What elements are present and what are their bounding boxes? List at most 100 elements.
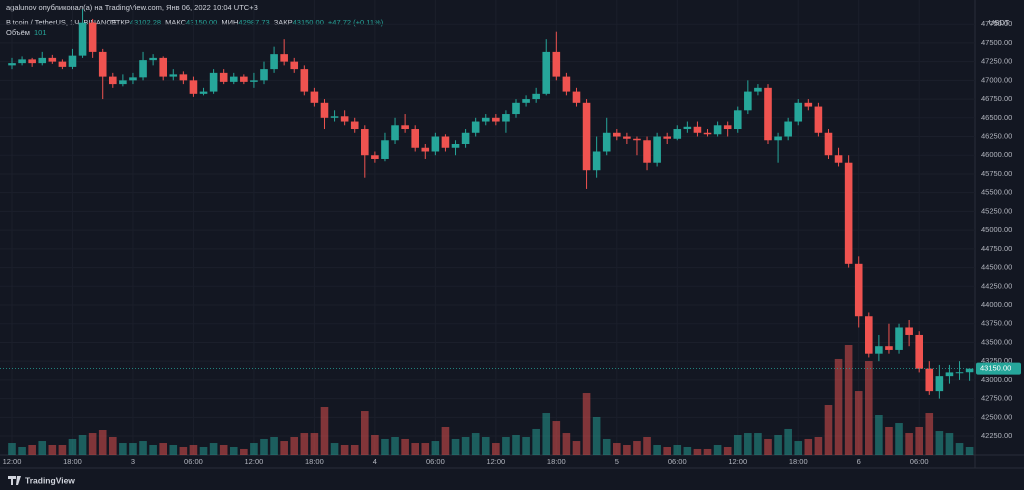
volume-bar <box>623 445 631 455</box>
candle-body <box>673 129 682 139</box>
volume-bar <box>713 445 722 455</box>
candle-body <box>794 102 803 122</box>
y-tick-label: 44500.00 <box>981 263 1012 272</box>
candle-body <box>149 57 157 61</box>
y-tick-label: 47750.00 <box>981 19 1012 28</box>
volume-bar <box>592 416 601 455</box>
candle-body <box>693 126 702 133</box>
volume-bar <box>562 433 571 455</box>
volume-bar <box>391 436 399 455</box>
candle-body <box>8 63 16 66</box>
candle-body <box>502 114 510 122</box>
candle-body <box>340 116 349 122</box>
candle-body <box>945 372 954 377</box>
candle-body <box>159 57 167 77</box>
ohlc-legend: ОТКР43102.28МАКС43150.00МИН42987.73ЗАКР4… <box>110 18 384 27</box>
plot-back <box>0 0 975 455</box>
candle-body <box>219 72 228 82</box>
x-tick-label: 12:00 <box>486 457 505 466</box>
candle-body <box>189 80 198 94</box>
volume-bar <box>481 436 490 455</box>
volume-bar <box>663 446 671 455</box>
y-tick-label: 44000.00 <box>981 300 1012 309</box>
candle-body <box>895 327 903 350</box>
candle-body <box>854 263 863 317</box>
candle-body <box>58 61 67 67</box>
x-tick-label: 18:00 <box>789 457 808 466</box>
candle-body <box>653 136 661 163</box>
candle-body <box>703 132 712 135</box>
candle-body <box>633 138 641 141</box>
x-tick-label: 12:00 <box>3 457 22 466</box>
volume-bar <box>431 441 440 455</box>
y-tick-label: 44250.00 <box>981 281 1012 290</box>
candle-body <box>38 57 47 64</box>
volume-bar <box>492 443 500 455</box>
x-tick-label: 06:00 <box>426 457 445 466</box>
volume-bar <box>885 426 893 455</box>
x-tick-label: 18:00 <box>547 457 566 466</box>
candle-body <box>320 102 329 118</box>
candle-body <box>78 22 87 56</box>
candle-body <box>290 61 299 70</box>
candle-body <box>250 80 258 82</box>
y-tick-label: 46250.00 <box>981 131 1012 140</box>
candle-body <box>663 136 671 139</box>
volume-name: Объём <box>6 28 30 37</box>
volume-bar <box>955 443 964 455</box>
candle-body <box>733 110 742 130</box>
y-tick-label: 47000.00 <box>981 75 1012 84</box>
candle-body <box>310 91 319 103</box>
volume-bar <box>250 443 258 455</box>
chart-title: Bitcoin / TetherUS, 1Ч, BINANCE <box>6 18 117 27</box>
candle-body <box>532 93 540 100</box>
candle-body <box>915 334 923 369</box>
volume-bar <box>8 443 16 455</box>
volume-bar <box>834 358 843 455</box>
legend-label: МАКС <box>165 18 187 27</box>
volume-bar <box>733 435 742 455</box>
candle-body <box>885 346 893 350</box>
volume-bar <box>109 436 117 455</box>
volume-bar <box>371 435 379 455</box>
volume-bar <box>169 445 178 455</box>
candle-body <box>875 346 883 354</box>
volume-bar <box>875 415 883 455</box>
volume-bar <box>633 441 641 455</box>
y-tick-label: 46000.00 <box>981 150 1012 159</box>
volume-bar <box>199 446 208 455</box>
candle-body <box>280 54 288 62</box>
candle-body <box>935 376 944 392</box>
candle-body <box>542 51 551 94</box>
volume-bar <box>451 438 460 455</box>
y-tick-label: 46500.00 <box>981 113 1012 122</box>
x-tick-label: 06:00 <box>910 457 929 466</box>
y-tick-label: 43250.00 <box>981 356 1012 365</box>
candle-body <box>774 136 782 141</box>
candle-body <box>713 125 722 135</box>
candle-body <box>300 69 309 92</box>
volume-bar <box>552 421 561 455</box>
volume-bar <box>683 446 692 455</box>
candle-body <box>109 76 117 85</box>
candle-body <box>48 57 57 62</box>
volume-bar <box>18 446 26 455</box>
volume-bar <box>693 448 702 455</box>
volume-bar <box>784 428 792 455</box>
last-price-box <box>976 362 1021 375</box>
volume-bar <box>582 393 591 455</box>
legend-change: +47.72 (+0.11%) <box>328 18 384 27</box>
volume-bar <box>98 430 107 455</box>
candle-body <box>552 51 561 77</box>
volume-bar <box>744 433 752 455</box>
x-tick-label: 4 <box>373 457 377 466</box>
candle-body <box>764 87 772 141</box>
y-tick-label: 45750.00 <box>981 169 1012 178</box>
volume-bar <box>613 443 621 455</box>
candle-body <box>865 316 873 354</box>
volume-bar <box>78 435 87 455</box>
legend-value: 43102.28 <box>130 18 161 27</box>
volume-bar <box>411 443 419 455</box>
volume-bar <box>764 438 772 455</box>
